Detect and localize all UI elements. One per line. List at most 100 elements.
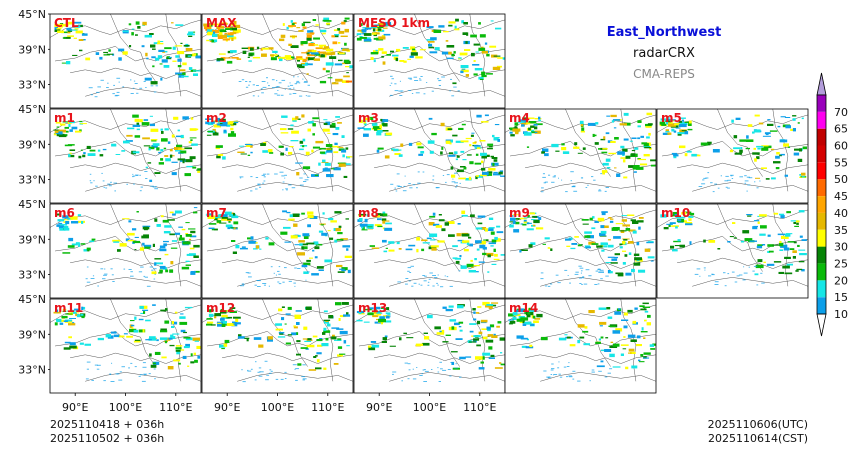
panel-m11: m11 bbox=[49, 298, 202, 394]
radar-echo bbox=[145, 87, 147, 88]
lat-tick-label: 39°N bbox=[18, 328, 46, 341]
radar-echo bbox=[100, 79, 104, 81]
radar-echo bbox=[271, 87, 276, 89]
radar-echo bbox=[610, 341, 614, 343]
radar-echo bbox=[222, 214, 228, 217]
radar-echo bbox=[382, 220, 386, 224]
radar-echo bbox=[622, 262, 626, 265]
radar-echo bbox=[185, 343, 190, 348]
radar-echo bbox=[609, 220, 614, 223]
radar-echo bbox=[330, 220, 337, 223]
radar-echo bbox=[572, 185, 576, 187]
radar-echo bbox=[757, 259, 763, 263]
radar-echo bbox=[302, 364, 306, 366]
radar-echo bbox=[304, 81, 308, 83]
radar-echo bbox=[454, 25, 457, 29]
radar-echo bbox=[636, 242, 640, 246]
panel-m14: m14 bbox=[504, 298, 657, 394]
radar-echo bbox=[736, 275, 740, 277]
radar-echo bbox=[167, 366, 174, 370]
radar-echo bbox=[711, 274, 715, 276]
radar-echo bbox=[290, 56, 295, 59]
radar-echo bbox=[614, 137, 619, 140]
radar-echo bbox=[63, 219, 69, 221]
boundary-line bbox=[110, 204, 156, 272]
radar-echo bbox=[284, 323, 287, 325]
colorbar-segment bbox=[817, 179, 826, 196]
radar-echo bbox=[470, 34, 477, 38]
radar-echo bbox=[77, 214, 82, 216]
radar-echo bbox=[285, 342, 291, 345]
radar-echo bbox=[460, 65, 469, 69]
radar-echo bbox=[227, 32, 234, 36]
radar-echo bbox=[792, 115, 797, 117]
radar-echo bbox=[794, 148, 802, 151]
radar-echo bbox=[705, 177, 709, 179]
radar-echo bbox=[247, 370, 252, 372]
radar-echo bbox=[307, 271, 310, 273]
radar-echo bbox=[296, 56, 303, 60]
radar-echo bbox=[482, 336, 488, 340]
panel-label: m10 bbox=[661, 206, 690, 220]
radar-echo bbox=[398, 149, 402, 151]
radar-echo bbox=[454, 182, 458, 184]
radar-echo bbox=[80, 123, 87, 125]
radar-echo bbox=[465, 356, 472, 358]
radar-echo bbox=[85, 378, 89, 380]
radar-echo bbox=[280, 132, 289, 134]
radar-echo bbox=[595, 270, 598, 272]
radar-echo bbox=[478, 76, 484, 80]
radar-echo bbox=[207, 122, 214, 126]
radar-echo bbox=[497, 321, 502, 324]
radar-echo bbox=[540, 278, 544, 280]
radar-echo bbox=[263, 284, 266, 286]
radar-echo bbox=[454, 28, 460, 31]
radar-echo bbox=[521, 345, 527, 348]
radar-echo bbox=[515, 221, 520, 225]
radar-echo bbox=[143, 119, 149, 121]
radar-echo bbox=[727, 187, 730, 189]
radar-echo bbox=[339, 315, 346, 318]
radar-echo bbox=[727, 241, 731, 243]
radar-echo bbox=[312, 133, 315, 136]
radar-echo bbox=[307, 54, 315, 57]
radar-echo bbox=[316, 266, 324, 269]
radar-echo bbox=[588, 310, 595, 314]
radar-echo bbox=[210, 309, 214, 312]
radar-echo bbox=[623, 312, 628, 316]
radar-echo bbox=[364, 218, 368, 223]
radar-echo bbox=[604, 190, 607, 192]
radar-echo bbox=[334, 34, 340, 36]
radar-echo bbox=[143, 145, 151, 147]
radar-echo bbox=[482, 352, 491, 356]
radar-echo bbox=[390, 183, 394, 185]
radar-echo bbox=[455, 363, 457, 365]
radar-echo bbox=[448, 154, 456, 157]
radar-echo bbox=[85, 57, 91, 61]
radar-echo bbox=[487, 143, 494, 146]
radar-echo bbox=[158, 151, 162, 154]
radar-echo bbox=[86, 368, 89, 370]
radar-echo bbox=[133, 340, 141, 343]
radar-echo bbox=[182, 243, 189, 246]
radar-echo bbox=[602, 171, 605, 175]
radar-echo bbox=[459, 182, 461, 184]
radar-echo bbox=[385, 222, 392, 225]
radar-echo bbox=[349, 65, 353, 69]
radar-echo bbox=[457, 305, 464, 309]
radar-echo bbox=[158, 49, 165, 52]
lon-tick-label: 110°E bbox=[463, 401, 496, 414]
radar-echo bbox=[403, 60, 407, 63]
radar-echo bbox=[324, 162, 331, 166]
radar-echo bbox=[460, 166, 466, 168]
radar-echo bbox=[211, 23, 220, 26]
radar-echo bbox=[411, 93, 414, 94]
radar-echo bbox=[307, 215, 314, 219]
radar-echo bbox=[273, 272, 275, 274]
radar-echo bbox=[335, 228, 341, 232]
radar-echo bbox=[488, 306, 493, 309]
radar-echo bbox=[707, 141, 712, 144]
radar-echo bbox=[94, 96, 98, 98]
radar-echo bbox=[475, 51, 480, 53]
radar-echo bbox=[116, 77, 121, 79]
